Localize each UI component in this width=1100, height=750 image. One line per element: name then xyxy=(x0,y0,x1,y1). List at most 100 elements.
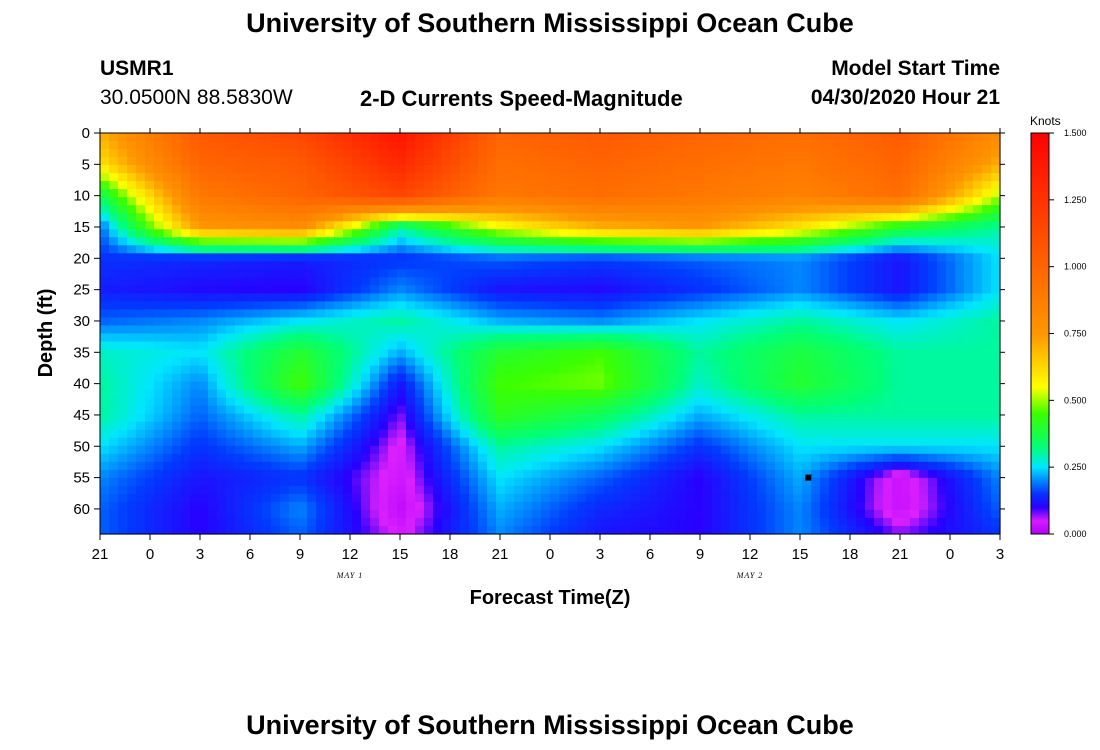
heatmap-cell xyxy=(244,237,254,246)
heatmap-cell xyxy=(190,381,200,391)
heatmap-cell xyxy=(703,173,713,182)
heatmap-cell xyxy=(433,229,443,238)
heatmap-cell xyxy=(685,237,695,246)
heatmap-cell xyxy=(703,149,713,158)
heatmap-cell xyxy=(514,157,524,166)
heatmap-cell xyxy=(109,309,119,319)
heatmap-cell xyxy=(982,149,992,158)
heatmap-cell xyxy=(352,485,362,495)
heatmap-cell xyxy=(334,509,344,519)
heatmap-cell xyxy=(388,285,398,294)
heatmap-cell xyxy=(235,157,245,166)
heatmap-cell xyxy=(235,213,245,222)
heatmap-cell xyxy=(388,389,398,399)
heatmap-cell xyxy=(991,229,1001,238)
heatmap-cell xyxy=(199,173,209,182)
heatmap-cell xyxy=(505,229,515,238)
heatmap-cell xyxy=(649,245,659,254)
heatmap-cell xyxy=(856,197,866,206)
heatmap-cell xyxy=(334,317,344,327)
heatmap-cell xyxy=(703,437,713,447)
heatmap-cell xyxy=(712,141,722,150)
heatmap-cell xyxy=(316,349,326,359)
heatmap-cell xyxy=(352,469,362,479)
heatmap-cell xyxy=(964,333,974,343)
heatmap-cell xyxy=(280,357,290,367)
heatmap-cell xyxy=(811,333,821,343)
heatmap-cell xyxy=(262,141,272,150)
heatmap-cell xyxy=(757,437,767,447)
heatmap-cell xyxy=(703,477,713,487)
heatmap-cell xyxy=(307,173,317,182)
heatmap-cell xyxy=(613,485,623,495)
heatmap-cell xyxy=(991,509,1001,519)
heatmap-cell xyxy=(712,381,722,391)
heatmap-cell xyxy=(127,237,137,246)
heatmap-cell xyxy=(109,493,119,503)
heatmap-cell xyxy=(811,301,821,311)
heatmap-cell xyxy=(163,525,173,535)
heatmap-cell xyxy=(901,149,911,158)
heatmap-cell xyxy=(973,405,983,415)
heatmap-cell xyxy=(595,469,605,479)
heatmap-cell xyxy=(856,501,866,511)
heatmap-cell xyxy=(316,477,326,487)
heatmap-cell xyxy=(136,229,146,238)
heatmap-cell xyxy=(694,269,704,278)
heatmap-cell xyxy=(676,325,686,335)
heatmap-cell xyxy=(397,445,407,455)
heatmap-cell xyxy=(271,157,281,166)
heatmap-cell xyxy=(865,493,875,503)
heatmap-cell xyxy=(964,165,974,174)
heatmap-cell xyxy=(811,493,821,503)
heatmap-cell xyxy=(280,141,290,150)
heatmap-cell xyxy=(622,261,632,270)
heatmap-cell xyxy=(343,469,353,479)
heatmap-cell xyxy=(730,509,740,519)
heatmap-cell xyxy=(964,293,974,303)
heatmap-cell xyxy=(865,477,875,487)
heatmap-cell xyxy=(127,485,137,495)
heatmap-cell xyxy=(883,277,893,286)
heatmap-cell xyxy=(730,293,740,303)
heatmap-cell xyxy=(901,429,911,439)
heatmap-cell xyxy=(640,461,650,471)
heatmap-cell xyxy=(820,365,830,375)
heatmap-cell xyxy=(289,261,299,270)
heatmap-cell xyxy=(361,485,371,495)
heatmap-cell xyxy=(514,301,524,311)
heatmap-cell xyxy=(433,317,443,327)
heatmap-cell xyxy=(973,421,983,431)
heatmap-cell xyxy=(451,149,461,158)
heatmap-cell xyxy=(730,149,740,158)
heatmap-cell xyxy=(289,389,299,399)
heatmap-cell xyxy=(811,461,821,471)
heatmap-cell xyxy=(307,309,317,319)
heatmap-cell xyxy=(163,501,173,511)
heatmap-cell xyxy=(478,381,488,391)
heatmap-cell xyxy=(289,317,299,327)
heatmap-cell xyxy=(397,189,407,198)
heatmap-cell xyxy=(595,173,605,182)
heatmap-cell xyxy=(289,173,299,182)
heatmap-cell xyxy=(388,189,398,198)
heatmap-cell xyxy=(433,245,443,254)
heatmap-cell xyxy=(910,237,920,246)
heatmap-cell xyxy=(847,277,857,286)
heatmap-cell xyxy=(946,365,956,375)
heatmap-cell xyxy=(226,253,236,262)
heatmap-cell xyxy=(145,149,155,158)
heatmap-cell xyxy=(604,221,614,230)
heatmap-cell xyxy=(262,373,272,383)
heatmap-cell xyxy=(604,469,614,479)
heatmap-cell xyxy=(370,453,380,463)
heatmap-cell xyxy=(847,213,857,222)
heatmap-cell xyxy=(460,413,470,423)
heatmap-cell xyxy=(550,469,560,479)
heatmap-cell xyxy=(667,469,677,479)
heatmap-cell xyxy=(370,469,380,479)
heatmap-cell xyxy=(811,205,821,214)
heatmap-cell xyxy=(523,189,533,198)
heatmap-cell xyxy=(784,309,794,319)
heatmap-cell xyxy=(352,173,362,182)
